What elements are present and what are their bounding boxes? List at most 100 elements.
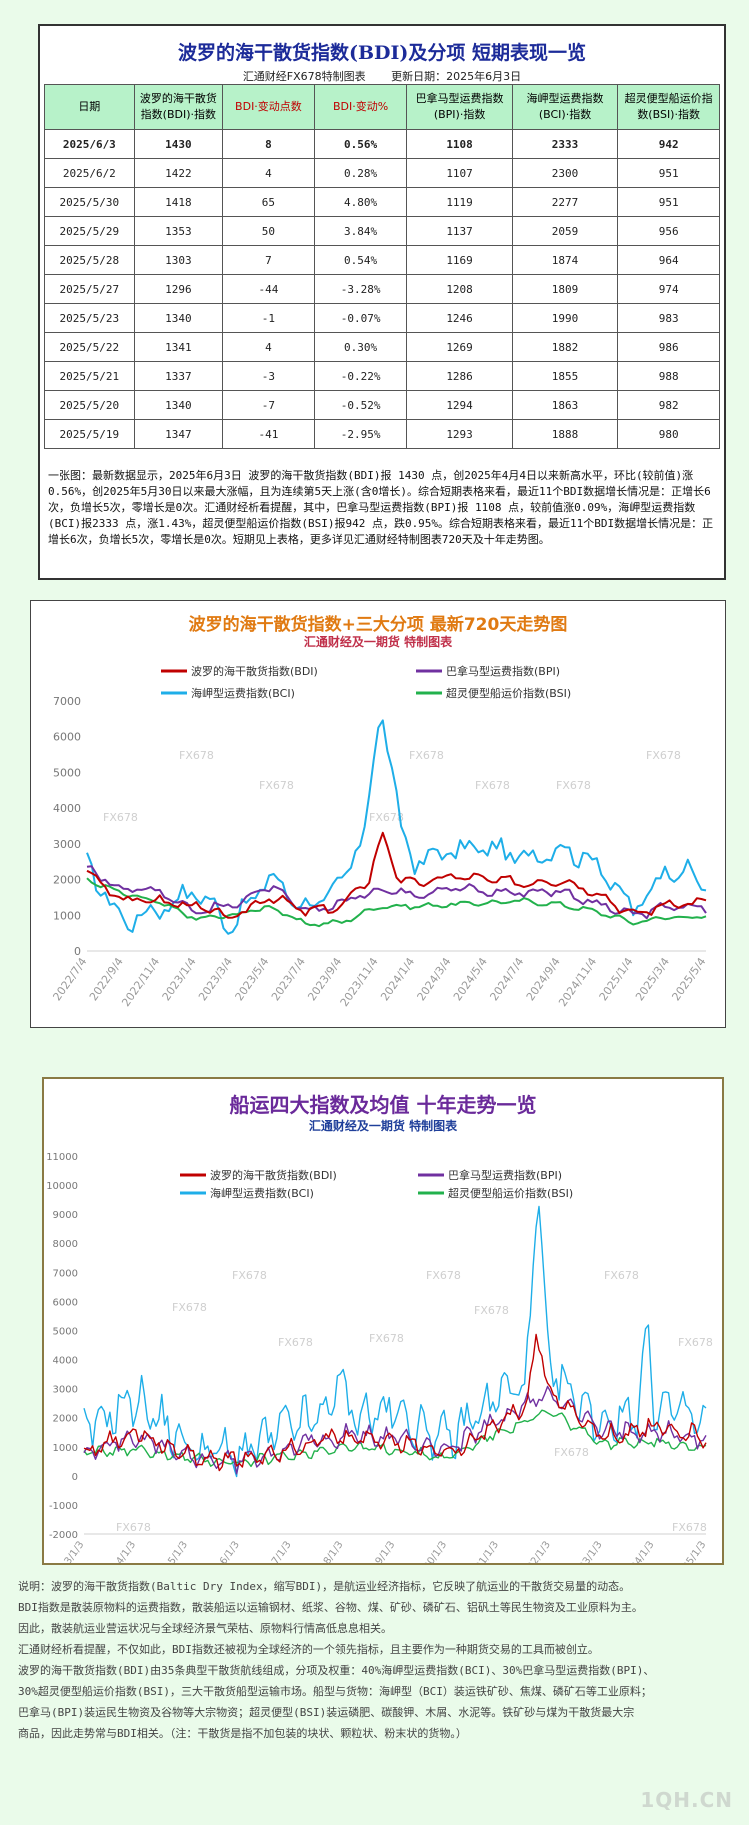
table-cell: 2025/5/23 — [44, 303, 135, 333]
table-cell: 2025/6/2 — [44, 158, 135, 188]
site-watermark: 1QH.CN — [640, 1788, 733, 1812]
x-tick-label: 2016/1/3 — [207, 1539, 242, 1563]
x-tick-label: 2020/1/3 — [415, 1539, 450, 1563]
table-cell: 2277 — [511, 187, 619, 217]
y-tick-label: 4000 — [53, 1356, 78, 1367]
table-cell: 2300 — [511, 158, 619, 188]
header-bpi: 巴拿马型运费指数(BPI)·指数 — [406, 84, 513, 130]
table-cell: 0.30% — [313, 332, 408, 362]
header-bdi-change-percent: BDI·变动% — [313, 84, 408, 130]
y-tick-label: 6000 — [53, 731, 81, 744]
note-line: 说明：波罗的海干散货指数(Baltic Dry Index，缩写BDI)，是航运… — [18, 1580, 631, 1593]
table-cell: 988 — [617, 361, 720, 391]
header-date: 日期 — [44, 84, 135, 130]
y-tick-label: 1000 — [53, 1443, 78, 1454]
x-tick-label: 2025/1/4 — [597, 955, 636, 1003]
watermark-text: FX678 — [426, 1269, 461, 1282]
watermark-text: FX678 — [259, 779, 294, 792]
table-cell: -3.28% — [313, 274, 408, 304]
table-cell: 1430 — [133, 129, 224, 159]
table-cell: 974 — [617, 274, 720, 304]
table-cell: 1293 — [406, 419, 513, 449]
table-cell: 980 — [617, 419, 720, 449]
y-tick-label: 10000 — [46, 1181, 78, 1192]
table-cell: 964 — [617, 245, 720, 275]
table-cell: 4 — [222, 332, 315, 362]
x-tick-label: 2023/11/4 — [338, 955, 381, 1009]
table-cell: 951 — [617, 158, 720, 188]
table-row: 2025/5/28 1303 7 0.54% 1169 1874 964 — [44, 245, 720, 275]
legend-label-bdi: 波罗的海干散货指数(BDI) — [210, 1168, 337, 1182]
x-tick-label: 2022/7/4 — [50, 955, 89, 1003]
table-cell: 3.84% — [313, 216, 408, 246]
table-cell: 956 — [617, 216, 720, 246]
watermark-text: FX678 — [172, 1301, 207, 1314]
table-cell: 1119 — [406, 187, 513, 217]
table-cell: -44 — [222, 274, 315, 304]
watermark-text: FX678 — [409, 749, 444, 762]
table-cell: 951 — [617, 187, 720, 217]
table-row: 2025/5/22 1341 4 0.30% 1269 1882 986 — [44, 332, 720, 362]
table-cell: 1353 — [133, 216, 224, 246]
summary-table-panel: 波罗的海干散货指数(BDI)及分项 短期表现一览 汇通财经FX678特制图表 更… — [38, 24, 726, 580]
chart-ten-year-panel: 船运四大指数及均值 十年走势一览 汇通财经及一期货 特制图表 -2000 -100… — [42, 1077, 724, 1565]
series-line-bpi — [86, 865, 707, 920]
watermark-text: FX678 — [554, 1446, 589, 1459]
table-cell: 1208 — [406, 274, 513, 304]
x-tick-label: 2023/9/4 — [305, 955, 344, 1003]
watermark-text: FX678 — [678, 1336, 713, 1349]
table-cell: 1863 — [511, 390, 619, 420]
watermark-text: FX678 — [672, 1521, 707, 1534]
watermark-text: FX678 — [556, 779, 591, 792]
x-tick-label: 2022/1/3 — [518, 1539, 553, 1563]
table-row: 2025/5/29 1353 50 3.84% 1137 2059 956 — [44, 216, 720, 246]
legend-label-bci: 海岬型运费指数(BCI) — [191, 686, 295, 700]
table-cell: -2.95% — [313, 419, 408, 449]
table-cell: 2025/5/22 — [44, 332, 135, 362]
watermark-text: FX678 — [103, 811, 138, 824]
chart2-subtitle: 汇通财经及一期货 特制图表 — [308, 1119, 458, 1133]
x-tick-label: 2019/1/3 — [363, 1539, 398, 1563]
table-cell: -41 — [222, 419, 315, 449]
x-tick-label: 2024/11/4 — [556, 955, 599, 1009]
x-tick-label: 2014/1/3 — [104, 1539, 139, 1563]
y-tick-label: 11000 — [46, 1152, 78, 1163]
watermark-text: FX678 — [116, 1521, 151, 1534]
table-cell: 2025/6/3 — [44, 129, 135, 159]
table-cell: 2025/5/19 — [44, 419, 135, 449]
watermark-text: FX678 — [646, 749, 681, 762]
note-line: 商品，因此走势常与BDI相关。（注：干散货是指不加包装的块状、颗粒状、粉末状的货… — [18, 1727, 467, 1740]
chart1-plot: 010002000300040005000600070002022/7/4202… — [50, 664, 708, 1009]
table-cell: 1137 — [406, 216, 513, 246]
note-line: BDI指数是散装原物料的运费指数，散装船运以运输钢材、纸浆、谷物、煤、矿砂、磷矿… — [18, 1601, 643, 1614]
table-cell: 50 — [222, 216, 315, 246]
table-cell: 1108 — [406, 129, 513, 159]
chart2-title: 船运四大指数及均值 十年走势一览 — [229, 1093, 537, 1117]
x-tick-label: 2025/3/4 — [633, 955, 672, 1003]
x-tick-label: 2022/9/4 — [87, 955, 126, 1003]
table-description-text: 一张图：最新数据显示，2025年6月3日 波罗的海干散货指数(BDI)报 143… — [48, 469, 714, 546]
table-cell: 1169 — [406, 245, 513, 275]
table-cell: 1882 — [511, 332, 619, 362]
table-cell: -0.07% — [313, 303, 408, 333]
legend-label-bpi: 巴拿马型运费指数(BPI) — [448, 1168, 562, 1182]
legend-label-bpi: 巴拿马型运费指数(BPI) — [446, 664, 560, 678]
bottom-notes: 说明：波罗的海干散货指数(Baltic Dry Index，缩写BDI)，是航运… — [18, 1576, 746, 1744]
legend-label-bdi: 波罗的海干散货指数(BDI) — [191, 664, 318, 678]
series-line-bci — [86, 719, 707, 935]
chart-720-day-panel: 波罗的海干散货指数+三大分项 最新720天走势图 汇通财经及一期货 特制图表 0… — [30, 600, 726, 1028]
table-cell: 2059 — [511, 216, 619, 246]
table-cell: 1294 — [406, 390, 513, 420]
bdi-data-table: 日期 波罗的海干散货指数(BDI)·指数 BDI·变动点数 BDI·变动% 巴拿… — [44, 84, 720, 449]
table-cell: 2025/5/20 — [44, 390, 135, 420]
x-tick-label: 2017/1/3 — [259, 1539, 294, 1563]
y-tick-label: 3000 — [53, 1385, 78, 1396]
y-tick-label: -1000 — [49, 1501, 78, 1512]
table-cell: 4 — [222, 158, 315, 188]
note-line: 30%超灵便型船运价指数(BSI)，三大干散货船型运输市场。船型与货物：海岬型（… — [18, 1685, 652, 1698]
table-cell: 0.28% — [313, 158, 408, 188]
table-cell: 942 — [617, 129, 720, 159]
series-line-bsi — [83, 1409, 707, 1468]
table-cell: 1888 — [511, 419, 619, 449]
series-line-bdi — [86, 831, 707, 919]
